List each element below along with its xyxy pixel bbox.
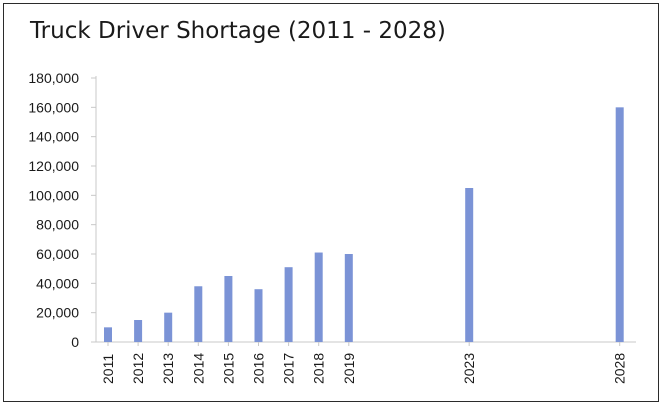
y-tick-label: 40,000 xyxy=(36,275,79,291)
x-tick-label: 2016 xyxy=(251,353,267,384)
x-tick-label: 2015 xyxy=(220,353,236,384)
bar-2016 xyxy=(254,289,263,342)
bar-2014 xyxy=(194,286,203,342)
bar-2011 xyxy=(104,327,112,342)
y-tick-label: 20,000 xyxy=(36,305,79,321)
x-tick-label: 2023 xyxy=(461,353,477,384)
y-tick-label: 180,000 xyxy=(28,70,79,86)
chart-title: Truck Driver Shortage (2011 - 2028) xyxy=(30,18,446,44)
x-tick-label: 2028 xyxy=(612,353,628,384)
y-tick-label: 80,000 xyxy=(36,217,79,233)
y-axis: 0 20,000 40,000 60,000 80,000 100,000 120,000 1… xyxy=(28,70,97,350)
bar-2023 xyxy=(465,188,474,342)
x-tick-label: 2019 xyxy=(341,353,357,384)
bar-2028 xyxy=(615,107,624,342)
bar-2015 xyxy=(224,276,233,342)
x-tick-label: 2013 xyxy=(160,353,176,384)
x-tick-label: 2012 xyxy=(130,353,146,384)
bar-2019 xyxy=(344,254,353,342)
y-tick-label: 60,000 xyxy=(36,246,79,262)
bar-2017 xyxy=(284,267,293,342)
chart-frame xyxy=(3,3,659,402)
x-axis: 2011 2012 2013 2014 2015 2016 2017 2018 2019 2023… xyxy=(96,341,636,384)
x-tick-label: 2017 xyxy=(281,353,297,384)
x-tick-label: 2014 xyxy=(190,353,206,384)
bars xyxy=(104,107,624,342)
x-tick-label: 2018 xyxy=(311,353,327,384)
bar-2012 xyxy=(134,320,143,342)
x-tick-label: 2011 xyxy=(100,354,116,384)
y-tick-label: 120,000 xyxy=(28,158,79,174)
bar-2013 xyxy=(164,312,173,342)
y-tick-label: 100,000 xyxy=(28,187,79,203)
bar-2018 xyxy=(314,252,323,342)
y-tick-label: 140,000 xyxy=(28,129,79,145)
y-tick-label: 0 xyxy=(71,334,79,350)
y-tick-label: 160,000 xyxy=(28,99,79,115)
